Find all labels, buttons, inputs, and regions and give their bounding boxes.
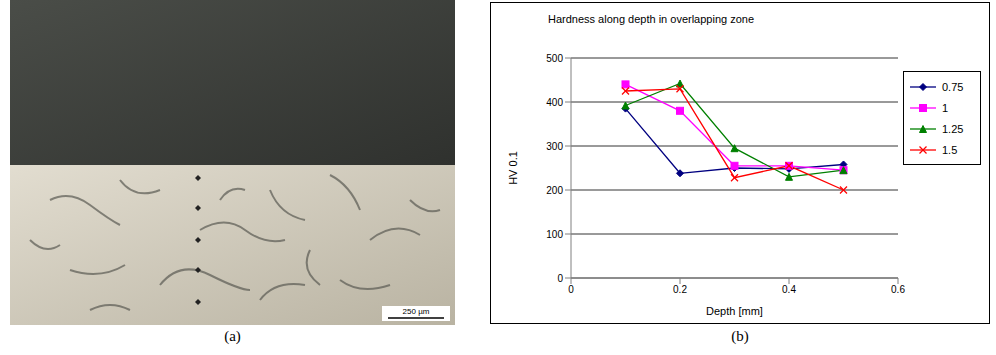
svg-text:0.4: 0.4 bbox=[782, 284, 796, 295]
svg-text:0: 0 bbox=[568, 284, 574, 295]
svg-text:0: 0 bbox=[557, 273, 563, 284]
html-text:(b): (b) bbox=[731, 328, 749, 344]
html-text:1.25: 1.25 bbox=[942, 122, 964, 135]
svg-text:100: 100 bbox=[546, 229, 563, 240]
svg-text:400: 400 bbox=[546, 97, 563, 108]
html-text:(a): (a) bbox=[224, 328, 241, 344]
svg-text:200: 200 bbox=[546, 185, 563, 196]
html-text:HV 0.1: HV 0.1 bbox=[507, 151, 519, 185]
svg-text:500: 500 bbox=[546, 53, 563, 64]
svg-text:250 µm: 250 µm bbox=[403, 307, 430, 316]
svg-text:0.6: 0.6 bbox=[891, 284, 905, 295]
svg-text:300: 300 bbox=[546, 141, 563, 152]
html-text:1: 1 bbox=[942, 101, 949, 114]
html-text:1.5: 1.5 bbox=[942, 143, 958, 156]
html-text:0.75: 0.75 bbox=[942, 80, 964, 93]
svg-text:Depth [mm]: Depth [mm] bbox=[706, 305, 763, 317]
html-text:Hardness along depth in overla: Hardness along depth in overlapping zone bbox=[548, 13, 754, 25]
svg-text:0.2: 0.2 bbox=[673, 284, 687, 295]
